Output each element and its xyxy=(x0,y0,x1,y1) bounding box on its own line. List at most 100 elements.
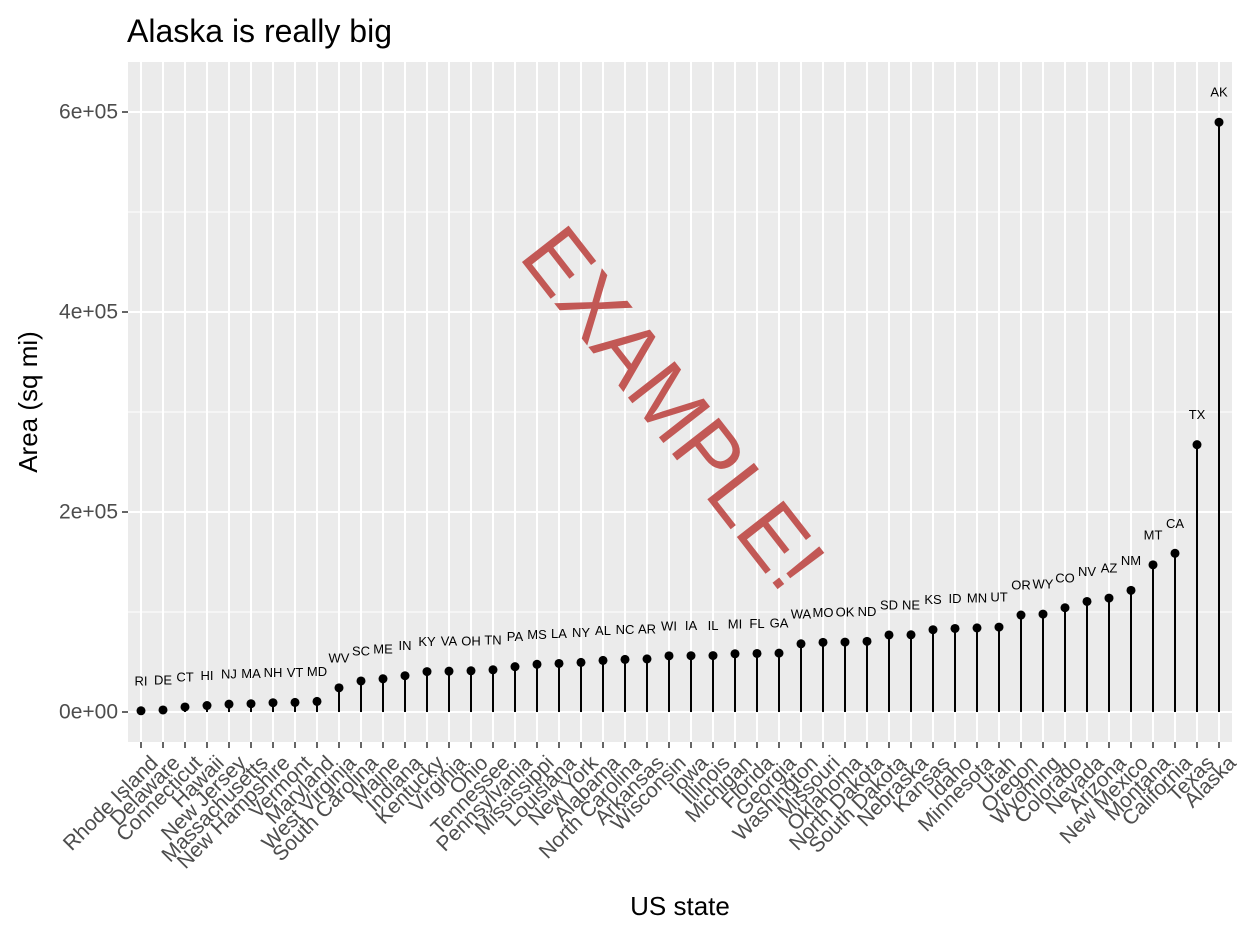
point-label: AL xyxy=(595,623,611,638)
data-point xyxy=(1148,560,1158,570)
plot-panel xyxy=(128,62,1232,742)
chart-title: Alaska is really big xyxy=(127,13,392,49)
data-point xyxy=(642,654,652,664)
point-label: NE xyxy=(902,597,920,612)
data-point xyxy=(1214,117,1224,127)
point-label: TN xyxy=(484,632,501,647)
data-point xyxy=(554,658,564,668)
point-label: CT xyxy=(176,669,193,684)
point-label: MD xyxy=(307,664,327,679)
data-point xyxy=(576,657,586,667)
point-label: IN xyxy=(399,638,412,653)
y-axis: 0e+00 2e+05 4e+05 6e+05 xyxy=(59,101,128,724)
data-point xyxy=(1126,585,1136,595)
point-label: DE xyxy=(154,672,172,687)
data-point xyxy=(444,666,454,676)
x-axis-title: US state xyxy=(630,891,730,921)
data-point xyxy=(334,683,344,693)
point-label: SD xyxy=(880,597,898,612)
data-point xyxy=(180,702,190,712)
data-point xyxy=(158,705,168,715)
point-label: WI xyxy=(661,618,677,633)
point-label: HI xyxy=(201,668,214,683)
point-label: GA xyxy=(770,616,789,631)
x-axis: Rhode IslandDelawareConnecticutHawaiiNew… xyxy=(59,742,1241,873)
point-label: OH xyxy=(461,633,481,648)
data-point xyxy=(774,648,784,658)
point-label: OK xyxy=(836,605,855,620)
data-point xyxy=(994,622,1004,632)
data-point xyxy=(906,630,916,640)
data-point xyxy=(312,696,322,706)
data-point xyxy=(246,699,256,709)
point-label: KS xyxy=(924,592,942,607)
point-label: MI xyxy=(728,616,742,631)
data-point xyxy=(598,655,608,665)
point-label: ND xyxy=(858,604,877,619)
data-point xyxy=(840,637,850,647)
y-tick-label: 6e+05 xyxy=(59,101,118,124)
y-tick-label: 2e+05 xyxy=(59,501,118,524)
data-point xyxy=(884,630,894,640)
point-label: NJ xyxy=(221,667,237,682)
data-point xyxy=(268,698,278,708)
data-point xyxy=(620,654,630,664)
point-label: NH xyxy=(264,665,283,680)
data-point xyxy=(1038,609,1048,619)
data-point xyxy=(796,639,806,649)
point-label: SC xyxy=(352,643,370,658)
data-point xyxy=(1192,440,1202,450)
data-point xyxy=(1016,610,1026,620)
data-point xyxy=(972,623,982,633)
point-label: KY xyxy=(418,634,436,649)
point-label: AZ xyxy=(1101,561,1118,576)
point-label: NY xyxy=(572,625,590,640)
data-point xyxy=(818,637,828,647)
data-point xyxy=(290,697,300,707)
point-label: TX xyxy=(1189,407,1206,422)
point-label: PA xyxy=(507,629,524,644)
y-axis-title: Area (sq mi) xyxy=(13,331,43,473)
data-point xyxy=(488,665,498,675)
data-point xyxy=(928,625,938,635)
point-label: OR xyxy=(1011,578,1031,593)
point-label: MO xyxy=(813,605,834,620)
data-point xyxy=(202,701,212,711)
point-label: NC xyxy=(616,622,635,637)
point-label: WY xyxy=(1033,577,1054,592)
data-point xyxy=(664,651,674,661)
data-point xyxy=(422,667,432,677)
data-point xyxy=(708,651,718,661)
point-label: ME xyxy=(373,641,393,656)
point-label: VT xyxy=(287,665,304,680)
point-label: IA xyxy=(685,618,698,633)
data-point xyxy=(686,651,696,661)
data-point xyxy=(1082,596,1092,606)
data-point xyxy=(1170,548,1180,558)
point-label: CO xyxy=(1055,570,1075,585)
data-point xyxy=(730,649,740,659)
data-point xyxy=(532,659,542,669)
data-point xyxy=(224,699,234,709)
point-label: WA xyxy=(791,606,812,621)
point-label: VA xyxy=(441,634,458,649)
point-label: ID xyxy=(949,591,962,606)
data-point xyxy=(950,623,960,633)
data-point xyxy=(1104,593,1114,603)
point-label: NM xyxy=(1121,553,1141,568)
data-point xyxy=(400,671,410,681)
y-tick-label: 0e+00 xyxy=(59,701,118,724)
point-label: MS xyxy=(527,627,547,642)
point-label: MA xyxy=(241,666,261,681)
point-label: WV xyxy=(329,650,350,665)
point-label: MT xyxy=(1144,527,1163,542)
data-point xyxy=(1060,603,1070,613)
point-label: IL xyxy=(708,618,719,633)
data-point xyxy=(862,636,872,646)
data-marks xyxy=(136,117,1224,716)
data-point xyxy=(356,676,366,686)
point-label: AK xyxy=(1210,85,1228,100)
data-point xyxy=(752,648,762,658)
point-label: RI xyxy=(135,673,148,688)
